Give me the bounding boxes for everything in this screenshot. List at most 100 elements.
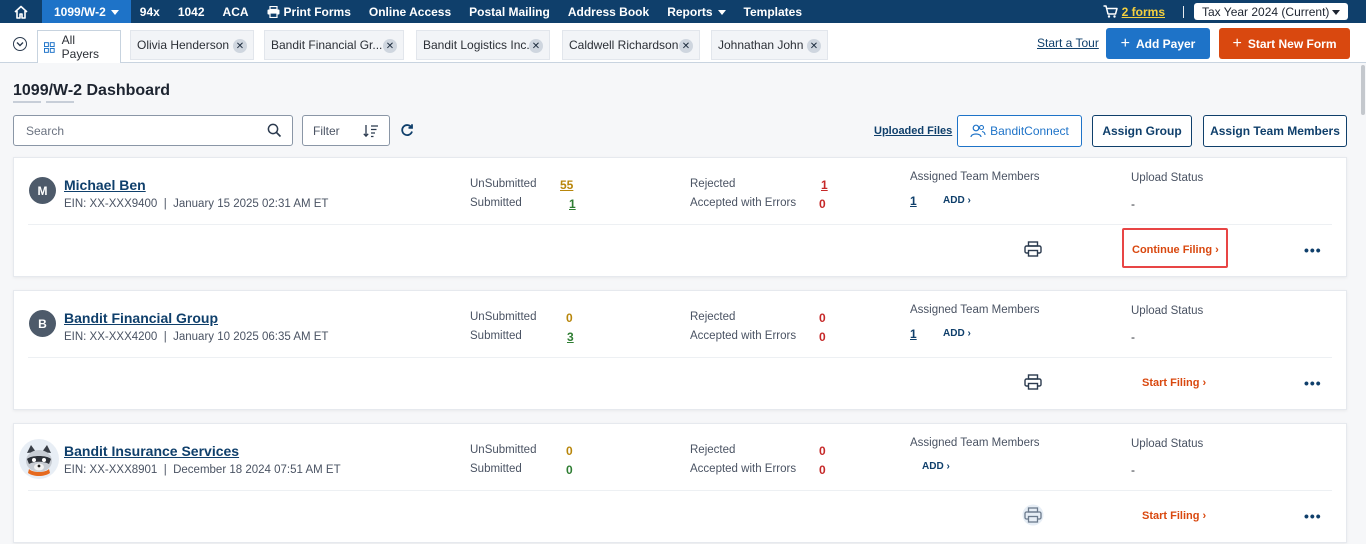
card-divider xyxy=(28,490,1332,491)
assigned-team-label: Assigned Team Members xyxy=(910,171,1040,183)
unsubmitted-count[interactable]: 55 xyxy=(560,178,574,192)
tab-payer[interactable]: Bandit Financial Gr... ✕ xyxy=(264,30,404,60)
chevron-down-icon xyxy=(717,10,726,15)
assigned-team-label: Assigned Team Members xyxy=(910,304,1040,316)
nav-right: 2 forms Tax Year 2024 (Current) xyxy=(1103,0,1366,23)
submitted-label: Submitted xyxy=(470,197,522,209)
more-options-icon[interactable]: ••• xyxy=(1304,242,1322,258)
assign-team-members-button[interactable]: Assign Team Members xyxy=(1203,115,1347,147)
more-options-icon[interactable]: ••• xyxy=(1304,508,1322,524)
filing-label: Continue Filing xyxy=(1132,244,1213,256)
card-divider xyxy=(28,357,1332,358)
start-new-form-button[interactable]: + Start New Form xyxy=(1219,28,1350,59)
tab-label: Caldwell Richardson xyxy=(569,38,679,52)
accepted-errors-count: 0 xyxy=(819,330,826,344)
nav-1042[interactable]: 1042 xyxy=(177,4,205,19)
nav-print-forms[interactable]: Print Forms xyxy=(258,0,360,23)
submitted-count[interactable]: 3 xyxy=(567,330,574,344)
assign-group-button[interactable]: Assign Group xyxy=(1092,115,1192,147)
close-icon[interactable]: ✕ xyxy=(807,39,821,53)
more-options-icon[interactable]: ••• xyxy=(1304,375,1322,391)
button-label: Start New Form xyxy=(1247,36,1337,51)
search-icon[interactable] xyxy=(267,123,282,138)
chevron-down-icon xyxy=(1332,10,1340,15)
close-icon[interactable]: ✕ xyxy=(679,39,693,53)
rejected-count[interactable]: 1 xyxy=(821,178,828,192)
nav-reports[interactable]: Reports xyxy=(658,0,734,23)
payer-name-link[interactable]: Bandit Insurance Services xyxy=(64,443,240,459)
refresh-icon[interactable] xyxy=(400,123,414,137)
add-label: ADD xyxy=(943,195,965,206)
cart-forms-link[interactable]: 2 forms xyxy=(1121,4,1165,19)
add-payer-button[interactable]: + Add Payer xyxy=(1106,28,1210,59)
tab-payer[interactable]: Johnathan John ✕ xyxy=(711,30,828,60)
submitted-count[interactable]: 1 xyxy=(569,197,576,211)
payer-name-link[interactable]: Bandit Financial Group xyxy=(64,310,219,326)
nav-templates[interactable]: Templates xyxy=(743,4,802,19)
team-count[interactable]: 1 xyxy=(910,194,917,208)
nav-1099-w2[interactable]: 1099/W-2 xyxy=(42,0,131,23)
nav-label: Print Forms xyxy=(283,4,351,19)
tab-payer[interactable]: Caldwell Richardson ✕ xyxy=(562,30,700,60)
submitted-label: Submitted xyxy=(470,463,522,475)
accepted-errors-label: Accepted with Errors xyxy=(690,463,797,475)
payer-tab-bar: All Payers Olivia Henderson ✕ Bandit Fina… xyxy=(0,23,1366,63)
upload-status-label: Upload Status xyxy=(1131,305,1204,317)
button-label: BanditConnect xyxy=(990,124,1069,138)
payer-ein: EIN: XX-XXX4200 xyxy=(64,331,158,343)
close-icon[interactable]: ✕ xyxy=(529,39,543,53)
accepted-errors-label: Accepted with Errors xyxy=(690,197,797,209)
top-nav: 1099/W-2 94x 1042 ACA Print Forms Online… xyxy=(0,0,1366,23)
add-team-member-link[interactable]: ADD › xyxy=(943,195,971,206)
tab-payer[interactable]: Bandit Logistics Inc. ✕ xyxy=(416,30,550,60)
nav-label: Reports xyxy=(667,4,713,19)
close-icon[interactable]: ✕ xyxy=(233,39,247,53)
payer-date: December 18 2024 07:51 AM ET xyxy=(173,464,341,476)
tax-year-select[interactable]: Tax Year 2024 (Current) xyxy=(1194,3,1348,20)
payer-card: M Michael Ben EIN: XX-XXX9400 | January … xyxy=(13,157,1347,277)
collapse-toggle-button[interactable] xyxy=(13,37,27,51)
start-tour-link[interactable]: Start a Tour xyxy=(1037,36,1099,50)
add-team-member-link[interactable]: ADD › xyxy=(922,461,950,472)
uploaded-files-link[interactable]: Uploaded Files xyxy=(874,125,953,137)
bandit-connect-button[interactable]: BanditConnect xyxy=(957,115,1082,147)
search-input[interactable] xyxy=(14,116,244,145)
printer-icon[interactable] xyxy=(1022,504,1044,526)
tab-label: Johnathan John xyxy=(718,38,804,52)
nav-online-access[interactable]: Online Access xyxy=(368,4,452,19)
page-title: 1099/W-2 Dashboard xyxy=(13,82,171,99)
unsubmitted-label: UnSubmitted xyxy=(470,444,537,456)
page-scrollbar[interactable] xyxy=(1361,65,1365,115)
highlight-box xyxy=(1122,228,1228,268)
accepted-errors-count: 0 xyxy=(819,197,826,211)
filter-button[interactable]: Filter xyxy=(302,115,390,146)
raccoon-mascot-avatar xyxy=(19,439,59,479)
printer-icon xyxy=(267,5,280,18)
continue-filing-link[interactable]: Continue Filing › xyxy=(1132,244,1219,256)
nav-address-book[interactable]: Address Book xyxy=(567,4,650,19)
tab-label: Olivia Henderson xyxy=(137,38,230,52)
printer-icon[interactable] xyxy=(1024,241,1042,257)
home-icon[interactable] xyxy=(0,0,42,23)
accepted-errors-count: 0 xyxy=(819,463,826,477)
upload-status-label: Upload Status xyxy=(1131,438,1204,450)
nav-aca[interactable]: ACA xyxy=(222,4,249,19)
team-count[interactable]: 1 xyxy=(910,327,917,341)
add-team-member-link[interactable]: ADD › xyxy=(943,328,971,339)
add-label: ADD xyxy=(943,328,965,339)
payer-name-link[interactable]: Michael Ben xyxy=(64,177,146,193)
start-filing-link[interactable]: Start Filing › xyxy=(1142,377,1207,389)
start-filing-link[interactable]: Start Filing › xyxy=(1142,510,1207,522)
nav-postal-mailing[interactable]: Postal Mailing xyxy=(469,4,550,19)
tab-all-payers[interactable]: All Payers xyxy=(37,30,121,63)
payer-date: January 15 2025 02:31 AM ET xyxy=(173,198,329,210)
cart-button[interactable]: 2 forms xyxy=(1103,5,1165,19)
filing-label: Start Filing xyxy=(1142,510,1200,522)
close-icon[interactable]: ✕ xyxy=(383,39,397,53)
chevron-down-icon xyxy=(16,42,24,47)
chevron-down-icon xyxy=(110,10,119,15)
tab-payer[interactable]: Olivia Henderson ✕ xyxy=(130,30,254,60)
add-label: ADD xyxy=(922,461,944,472)
nav-94x[interactable]: 94x xyxy=(139,4,160,19)
printer-icon[interactable] xyxy=(1024,374,1042,390)
